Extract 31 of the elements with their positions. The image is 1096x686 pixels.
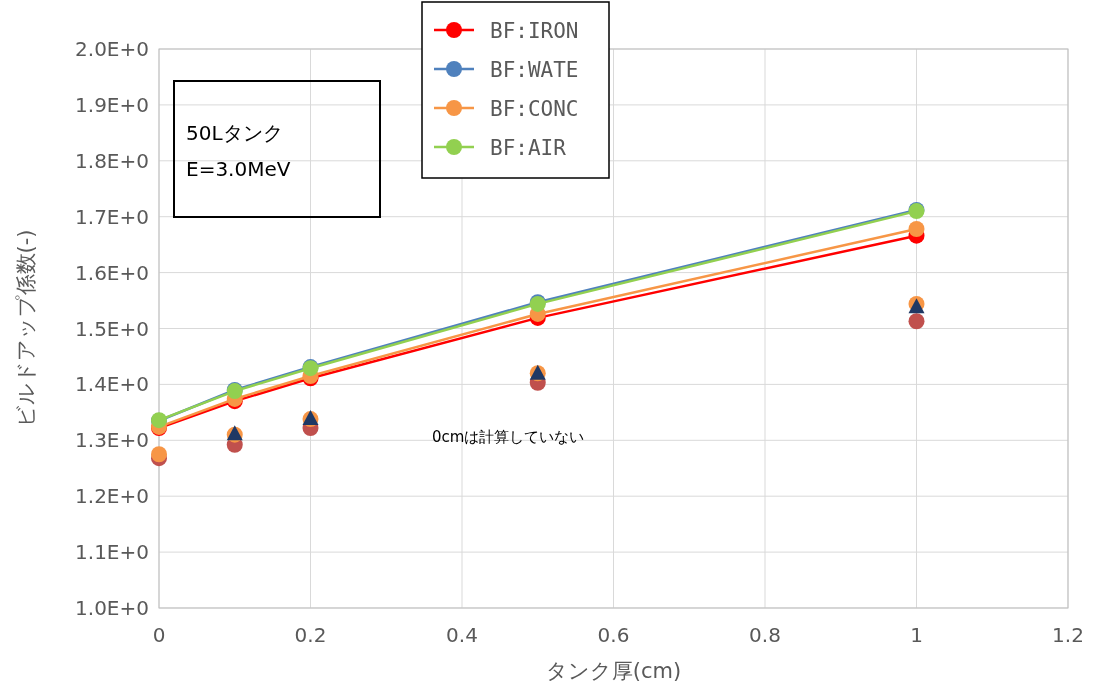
legend-label: BF:WATE: [490, 58, 579, 82]
annotation: 0cmは計算していない: [432, 428, 585, 446]
x-axis-title: タンク厚(cm): [545, 659, 682, 683]
legend-label: BF:AIR: [490, 136, 567, 160]
annotation: 50Lタンク: [186, 121, 283, 145]
y-tick-label: 1.5E+0: [75, 316, 149, 341]
y-tick-label: 1.3E+0: [75, 428, 149, 453]
text-box: 50Lタンク E=3.0MeV: [173, 80, 381, 218]
x-tick-label: 0.6: [597, 623, 630, 647]
point: [151, 446, 167, 463]
y-tick-label: 1.7E+0: [75, 204, 149, 229]
x-tick-label: 1.2: [1052, 623, 1084, 647]
x-tick-label: 0.8: [749, 623, 781, 647]
y-tick-label: 1.6E+0: [75, 260, 149, 285]
y-tick-label: 1.0E+0: [75, 596, 149, 620]
y-axis-title: ビルドアップ係数(-): [14, 229, 38, 428]
x-tick-label: 0.2: [294, 623, 327, 647]
y-tick-label: 1.8E+0: [75, 148, 149, 173]
x-tick-label: 0: [152, 623, 166, 647]
y-tick-label: 1.4E+0: [75, 372, 149, 397]
point: [908, 221, 925, 237]
legend-label: BF:CONC: [490, 97, 579, 121]
x-tick-label: 0.4: [446, 623, 478, 647]
x-tick-label: 1: [910, 623, 923, 647]
legend-label: BF:IRON: [490, 19, 579, 43]
y-tick-label: 1.9E+0: [75, 92, 149, 117]
annotation: E=3.0MeV: [186, 157, 291, 181]
y-tick-label: 2.0E+0: [75, 37, 149, 61]
y-tick-label: 1.2E+0: [75, 484, 149, 509]
point: [908, 313, 925, 330]
y-tick-label: 1.1E+0: [75, 540, 149, 565]
